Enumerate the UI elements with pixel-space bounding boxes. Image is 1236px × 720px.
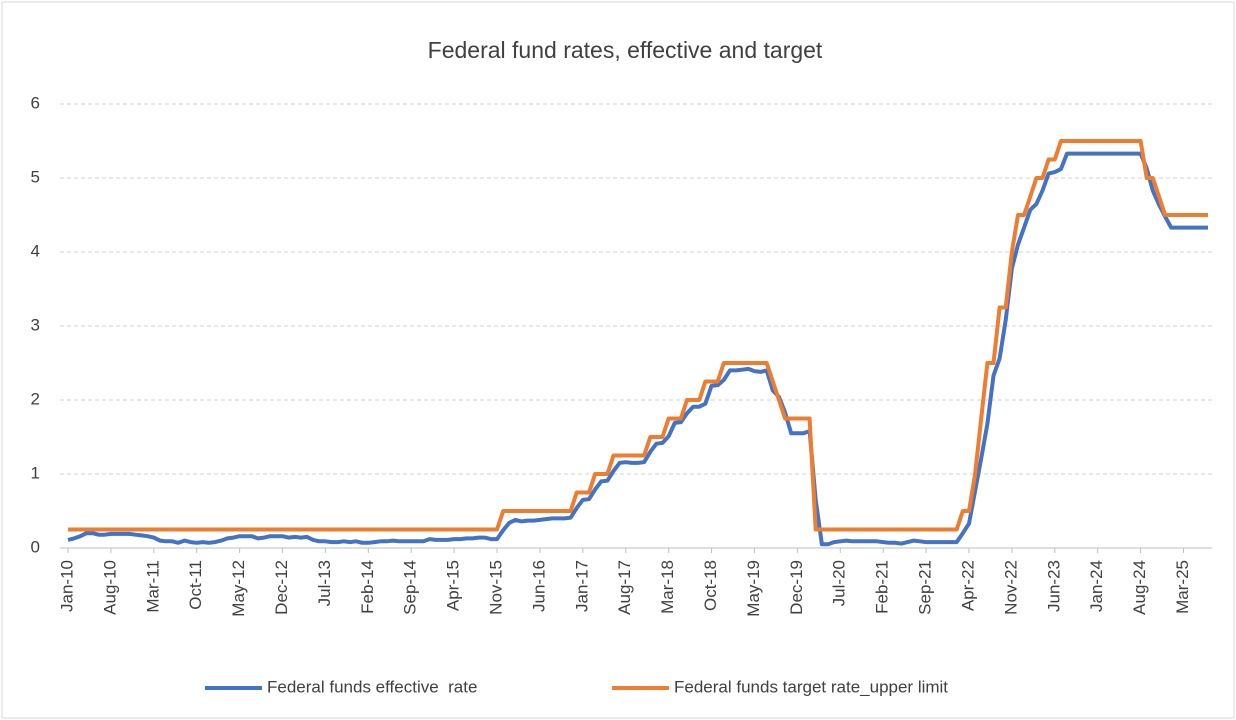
x-tick-label: Dec-12 (272, 560, 291, 615)
y-tick-label: 0 (31, 537, 40, 556)
x-tick-label: Nov-22 (1001, 560, 1020, 615)
legend-label: Federal funds target rate_upper limit (674, 677, 948, 696)
line-series (67, 151, 1208, 547)
x-tick-label: Feb-14 (358, 560, 377, 614)
x-tick-label: Sep-21 (916, 560, 935, 615)
y-tick-label: 4 (31, 241, 40, 260)
y-tick-label: 2 (31, 389, 40, 408)
x-tick-label: Aug-10 (100, 560, 119, 615)
x-tick-label: Mar-18 (658, 560, 677, 614)
x-tick-label: Oct-18 (701, 560, 720, 611)
y-tick-label: 3 (31, 315, 40, 334)
x-tick-label: Jan-10 (57, 560, 76, 612)
x-tick-label: Jun-16 (529, 560, 548, 612)
x-tick-label: Jul-20 (830, 560, 849, 606)
x-tick-label: Jan-17 (572, 560, 591, 612)
x-tick-label: Apr-22 (958, 560, 977, 611)
y-tick-label: 1 (31, 463, 40, 482)
chart-title: Federal fund rates, effective and target (428, 37, 823, 63)
line-series (68, 139, 1208, 532)
x-tick-label: Mar-25 (1173, 560, 1192, 614)
x-tick-label: May-12 (229, 560, 248, 617)
legend-label: Federal funds effective rate (267, 677, 477, 696)
x-tick-label: May-19 (744, 560, 763, 617)
x-tick-label: Aug-17 (615, 560, 634, 615)
x-tick-label: Sep-14 (401, 560, 420, 615)
x-tick-label: Mar-11 (143, 560, 162, 613)
x-tick-label: Aug-24 (1130, 560, 1149, 615)
y-tick-label: 6 (31, 93, 40, 112)
x-tick-label: Jun-23 (1044, 560, 1063, 612)
x-tick-label: Feb-21 (873, 560, 892, 614)
y-tick-label: 5 (31, 167, 40, 186)
x-tick-label: Apr-15 (444, 560, 463, 611)
x-tick-label: Nov-15 (487, 560, 506, 615)
x-tick-label: Oct-11 (186, 560, 205, 610)
x-tick-label: Dec-19 (787, 560, 806, 615)
x-tick-label: Jan-24 (1087, 560, 1106, 612)
x-tick-label: Jul-13 (315, 560, 334, 606)
